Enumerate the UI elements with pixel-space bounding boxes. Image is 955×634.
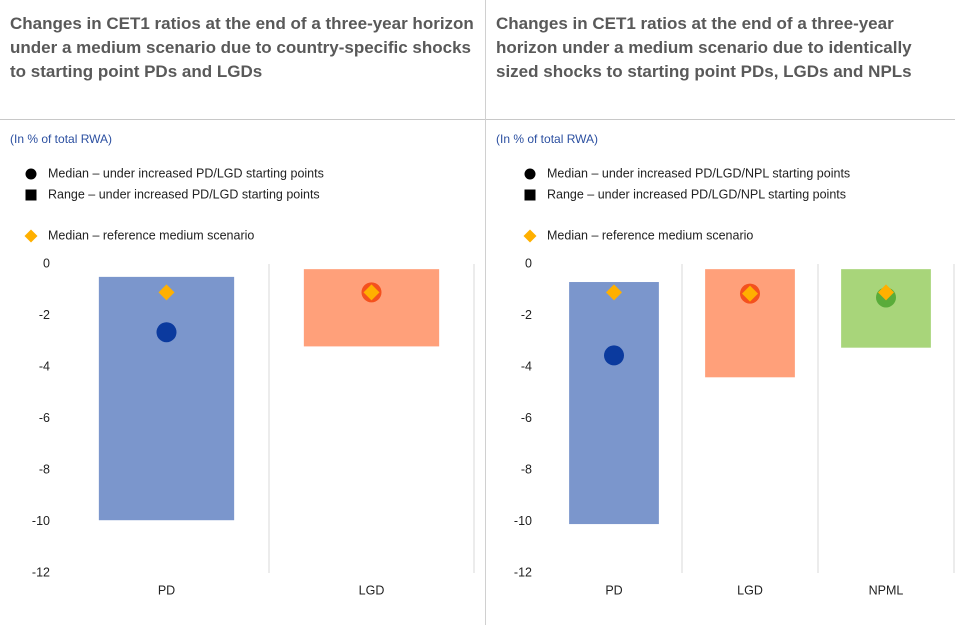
y-tick-label: -12 [514, 565, 532, 579]
y-tick-label: 0 [525, 256, 532, 270]
x-tick-label: LGD [737, 583, 763, 597]
range-bar [98, 276, 235, 521]
range-bar [841, 269, 931, 348]
reference-diamond [363, 284, 380, 301]
median-dot [156, 322, 177, 343]
y-tick-label: -8 [521, 462, 532, 476]
y-tick-label: -6 [521, 411, 532, 425]
reference-diamond [878, 284, 894, 301]
y-tick-label: 0 [43, 256, 50, 270]
legend-marker [523, 229, 537, 243]
chart-subtitle: (In % of total RWA) [10, 132, 113, 146]
legend-label: Median – reference medium scenario [547, 228, 753, 242]
legend-label: Median – reference medium scenario [48, 228, 254, 242]
legend-label: Range – under increased PD/LGD starting … [48, 187, 320, 201]
chart-title: Changes in CET1 ratios at the end of a t… [10, 14, 474, 81]
y-tick-label: -4 [521, 359, 532, 373]
y-tick-label: -8 [39, 462, 50, 476]
chart-title: Changes in CET1 ratios at the end of a t… [496, 14, 912, 81]
legend-marker [25, 189, 37, 201]
x-tick-label: PD [605, 583, 622, 597]
y-tick-label: -2 [521, 308, 532, 322]
chart: Median – under increased PD/LGD/NPL star… [514, 166, 955, 597]
x-tick-label: NPML [869, 583, 904, 597]
range-bar [569, 282, 659, 525]
y-tick-label: -12 [32, 565, 50, 579]
range-bar [303, 269, 440, 347]
legend-label: Median – under increased PD/LGD/NPL star… [547, 166, 850, 180]
y-tick-label: -4 [39, 359, 50, 373]
x-tick-label: LGD [359, 583, 385, 597]
y-tick-label: -6 [39, 411, 50, 425]
chart-subtitle: (In % of total RWA) [496, 132, 599, 146]
y-tick-label: -10 [514, 514, 532, 528]
legend-label: Range – under increased PD/LGD/NPL start… [547, 187, 846, 201]
chart: Median – under increased PD/LGD starting… [24, 166, 475, 597]
reference-diamond [742, 285, 758, 302]
legend-marker [25, 168, 37, 180]
legend-marker [524, 168, 536, 180]
legend-marker [24, 229, 38, 243]
y-tick-label: -10 [32, 514, 50, 528]
reference-diamond [606, 284, 622, 301]
x-tick-label: PD [158, 583, 175, 597]
reference-diamond [158, 284, 175, 301]
legend-label: Median – under increased PD/LGD starting… [48, 166, 324, 180]
median-dot [604, 345, 624, 366]
legend-marker [524, 189, 536, 201]
y-tick-label: -2 [39, 308, 50, 322]
